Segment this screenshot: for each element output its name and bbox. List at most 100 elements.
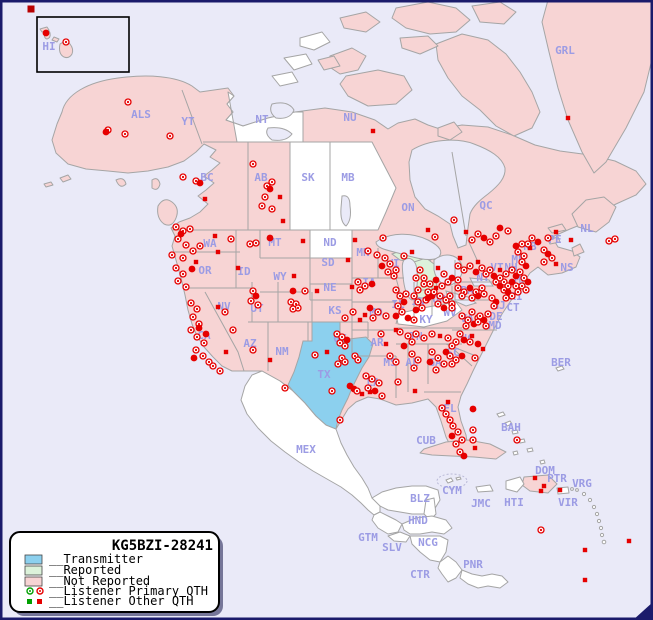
listener-dot[interactable] <box>540 246 548 254</box>
listener-dot[interactable] <box>177 230 185 238</box>
listener-dot[interactable] <box>379 234 387 242</box>
listener-dot[interactable] <box>341 314 349 322</box>
listener-dot[interactable] <box>200 339 208 347</box>
listener-dot[interactable] <box>416 266 424 274</box>
listener-dot[interactable] <box>522 286 530 294</box>
listener-dot[interactable] <box>512 242 520 250</box>
listener-dot[interactable] <box>516 268 524 276</box>
listener-dot[interactable] <box>512 282 520 290</box>
listener-dot[interactable] <box>497 267 503 273</box>
listener-dot[interactable] <box>394 378 402 386</box>
listener-dot[interactable] <box>400 298 408 306</box>
listener-dot[interactable] <box>426 358 434 366</box>
listener-dot[interactable] <box>469 333 475 339</box>
listener-dot[interactable] <box>448 304 456 312</box>
listener-dot[interactable] <box>469 436 477 444</box>
listener-dot[interactable] <box>474 318 482 326</box>
listener-dot[interactable] <box>611 235 619 243</box>
listener-dot[interactable] <box>216 367 224 375</box>
listener-dot[interactable] <box>196 179 204 187</box>
listener-dot[interactable] <box>386 260 394 268</box>
listener-dot[interactable] <box>289 305 297 313</box>
listener-dot[interactable] <box>472 268 480 276</box>
listener-dot[interactable] <box>215 304 221 310</box>
listener-dot[interactable] <box>27 5 35 13</box>
listener-dot[interactable] <box>182 283 190 291</box>
listener-dot[interactable] <box>392 266 400 274</box>
listener-dot[interactable] <box>414 286 422 294</box>
listener-dot[interactable] <box>468 308 476 316</box>
listener-dot[interactable] <box>412 306 420 314</box>
listener-dot[interactable] <box>466 262 474 270</box>
listener-dot[interactable] <box>254 301 262 309</box>
listener-dot[interactable] <box>448 432 456 440</box>
listener-dot[interactable] <box>496 274 504 282</box>
listener-dot[interactable] <box>281 384 289 392</box>
listener-dot[interactable] <box>229 326 237 334</box>
listener-dot[interactable] <box>440 360 448 368</box>
listener-dot[interactable] <box>382 312 390 320</box>
listener-dot[interactable] <box>182 241 190 249</box>
listener-dot[interactable] <box>374 308 382 316</box>
listener-dot[interactable] <box>522 262 530 270</box>
listener-dot[interactable] <box>460 266 468 274</box>
listener-dot[interactable] <box>102 128 110 136</box>
listener-dot[interactable] <box>490 272 498 280</box>
listener-dot[interactable] <box>301 287 309 295</box>
listener-dot[interactable] <box>468 294 476 302</box>
listener-dot[interactable] <box>364 384 372 392</box>
listener-dot[interactable] <box>474 230 482 238</box>
listener-dot[interactable] <box>496 224 504 232</box>
listener-dot[interactable] <box>189 247 197 255</box>
listener-dot[interactable] <box>437 333 443 339</box>
listener-dot[interactable] <box>324 349 330 355</box>
listener-dot[interactable] <box>469 426 477 434</box>
listener-dot[interactable] <box>541 483 547 489</box>
listener-dot[interactable] <box>353 387 361 395</box>
listener-dot[interactable] <box>448 274 456 282</box>
listener-dot[interactable] <box>410 316 418 324</box>
listener-dot[interactable] <box>392 286 400 294</box>
listener-dot[interactable] <box>537 526 545 534</box>
listener-dot[interactable] <box>384 268 392 276</box>
listener-dot[interactable] <box>370 128 376 134</box>
listener-dot[interactable] <box>187 299 195 307</box>
listener-dot[interactable] <box>368 280 376 288</box>
listener-dot[interactable] <box>247 297 255 305</box>
listener-dot[interactable] <box>524 240 532 248</box>
listener-dot[interactable] <box>42 29 50 37</box>
listener-dot[interactable] <box>359 391 365 397</box>
listener-dot[interactable] <box>354 278 362 286</box>
listener-dot[interactable] <box>124 98 132 106</box>
listener-dot[interactable] <box>520 274 528 282</box>
listener-dot[interactable] <box>291 273 297 279</box>
listener-dot[interactable] <box>366 304 374 312</box>
listener-dot[interactable] <box>492 232 500 240</box>
listener-dot[interactable] <box>280 218 286 224</box>
listener-dot[interactable] <box>249 160 257 168</box>
listener-dot[interactable] <box>425 227 431 233</box>
listener-dot[interactable] <box>532 475 538 481</box>
listener-dot[interactable] <box>193 259 199 265</box>
listener-dot[interactable] <box>514 248 522 256</box>
listener-dot[interactable] <box>484 310 492 318</box>
listener-dot[interactable] <box>565 115 571 121</box>
listener-dot[interactable] <box>469 405 477 413</box>
listener-dot[interactable] <box>373 251 381 259</box>
listener-dot[interactable] <box>582 577 588 583</box>
listener-dot[interactable] <box>534 238 542 246</box>
listener-dot[interactable] <box>480 316 488 324</box>
listener-dot[interactable] <box>460 336 468 344</box>
listener-dot[interactable] <box>434 354 442 362</box>
listener-dot[interactable] <box>508 266 516 274</box>
listener-dot[interactable] <box>235 265 241 271</box>
listener-dot[interactable] <box>544 234 552 242</box>
listener-dot[interactable] <box>426 280 434 288</box>
listener-dot[interactable] <box>354 356 362 364</box>
listener-dot[interactable] <box>268 178 276 186</box>
listener-dot[interactable] <box>172 223 180 231</box>
listener-dot[interactable] <box>486 238 494 246</box>
listener-dot[interactable] <box>402 290 410 298</box>
listener-dot[interactable] <box>289 287 297 295</box>
